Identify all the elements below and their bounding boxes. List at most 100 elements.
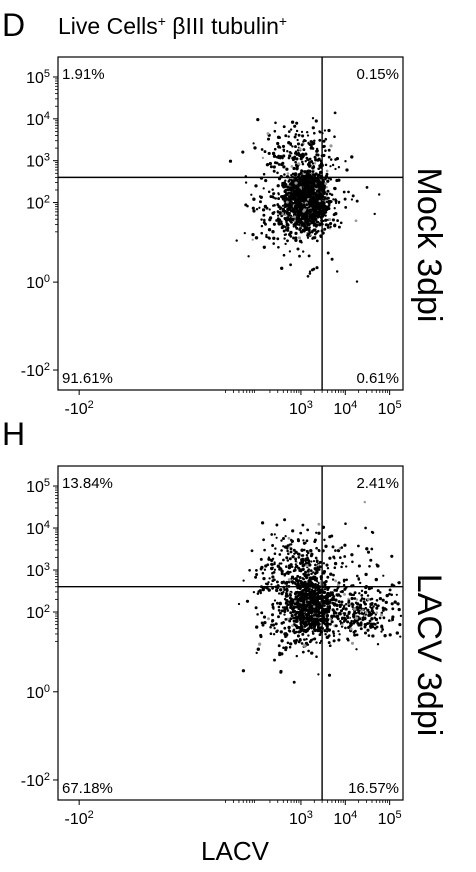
event-dot <box>283 588 286 591</box>
event-dot <box>292 548 296 552</box>
event-dot <box>331 218 335 222</box>
event-dot <box>324 163 328 167</box>
event-dot <box>277 205 281 209</box>
event-dot <box>333 611 336 614</box>
event-dot <box>303 606 306 609</box>
event-dot <box>271 613 274 617</box>
event-dot <box>284 242 287 246</box>
event-dot <box>380 624 384 628</box>
event-dot <box>275 156 278 159</box>
event-dot <box>252 590 256 594</box>
event-dot <box>269 165 273 169</box>
event-dot <box>384 600 388 605</box>
event-dot <box>296 574 300 578</box>
event-dot <box>272 211 276 214</box>
event-dot <box>370 609 374 613</box>
event-dot <box>303 208 307 212</box>
event-dot <box>308 143 312 147</box>
event-dot <box>271 575 275 579</box>
event-dot <box>330 534 334 538</box>
event-dot <box>336 219 339 223</box>
event-dot <box>369 605 372 609</box>
event-dot <box>285 589 289 593</box>
event-dot <box>298 254 301 258</box>
event-dot <box>363 590 368 595</box>
event-dot <box>352 630 356 634</box>
event-dot <box>304 561 308 565</box>
event-dot <box>272 222 276 226</box>
event-dot <box>314 158 318 162</box>
event-dot <box>267 236 271 240</box>
event-dot <box>294 591 298 595</box>
event-dot <box>331 163 335 167</box>
event-dot <box>242 579 245 582</box>
event-dot <box>292 577 296 581</box>
event-dot <box>293 602 297 606</box>
event-dot <box>351 194 355 198</box>
panel-h-quadrant-upper-right: 2.41% <box>356 475 399 492</box>
event-dot <box>290 120 295 124</box>
event-dot <box>278 566 282 570</box>
event-dot <box>316 206 320 209</box>
event-dot <box>353 633 357 637</box>
event-dot <box>280 569 284 573</box>
event-dot <box>291 624 294 627</box>
event-dot <box>310 609 314 613</box>
event-dot <box>317 531 321 535</box>
event-dot <box>340 617 344 621</box>
event-dot <box>322 153 326 158</box>
event-dot <box>347 610 351 614</box>
event-dot <box>299 191 303 194</box>
y-tick-label: 104 <box>26 110 50 129</box>
event-dot <box>294 160 297 164</box>
event-dot <box>301 162 305 166</box>
event-dot <box>339 221 343 225</box>
event-dot <box>262 245 266 249</box>
event-dot <box>284 185 287 188</box>
event-dot <box>311 630 314 633</box>
event-dot <box>256 613 259 616</box>
event-dot <box>388 633 392 637</box>
event-dot <box>332 614 336 618</box>
event-dot <box>277 644 281 648</box>
event-dot <box>318 138 322 142</box>
y-tick-label: 102 <box>26 194 50 213</box>
event-dot <box>278 601 282 605</box>
event-dot <box>293 211 297 214</box>
event-dot <box>324 210 328 214</box>
event-dot <box>291 600 295 604</box>
event-dot <box>340 625 344 628</box>
event-dot <box>281 204 285 207</box>
event-dot <box>304 592 307 595</box>
event-dot <box>278 553 282 556</box>
event-dot <box>259 591 262 595</box>
event-dot <box>294 582 297 586</box>
event-dot <box>311 229 314 233</box>
event-dot <box>297 556 301 559</box>
event-dot <box>297 173 301 176</box>
event-dot <box>337 629 340 633</box>
event-dot <box>285 167 289 171</box>
event-dot <box>294 181 298 185</box>
event-dot <box>293 185 297 189</box>
event-dot <box>325 185 328 189</box>
event-dot <box>381 628 385 631</box>
event-dot <box>296 582 300 586</box>
event-dot <box>297 153 301 156</box>
event-dot <box>334 624 338 628</box>
event-dot <box>312 179 316 182</box>
event-dot <box>312 571 315 574</box>
event-dot <box>302 250 305 253</box>
event-dot <box>355 574 359 578</box>
event-dot <box>305 571 308 574</box>
event-dot <box>312 559 316 563</box>
event-dot <box>324 632 327 636</box>
event-dot <box>327 128 331 133</box>
event-dot <box>297 162 301 166</box>
event-dot <box>265 233 268 237</box>
event-dot <box>351 603 355 606</box>
event-dot <box>306 617 309 621</box>
event-dot <box>270 533 274 536</box>
event-dot <box>344 618 348 621</box>
event-dot <box>266 563 270 567</box>
